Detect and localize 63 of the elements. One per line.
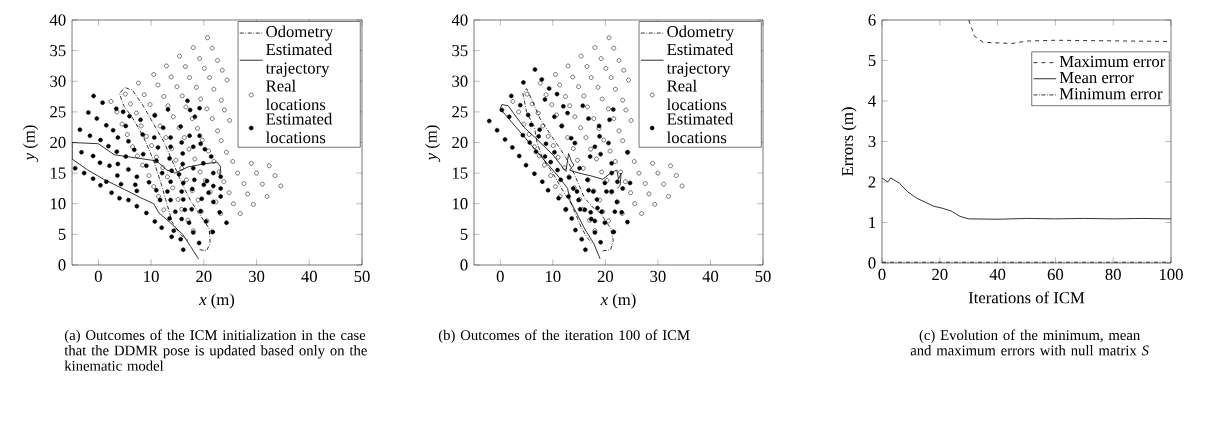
x-tick-label: 40 bbox=[702, 270, 719, 283]
x-tick-label: 40 bbox=[301, 270, 317, 283]
y-tick-label: 5 bbox=[58, 228, 66, 240]
y-tick-label: 30 bbox=[50, 75, 66, 87]
text: (c) Evolution of the minimum, mean and maximum errors with null matrix S bbox=[910, 329, 1149, 356]
y-axis-title: y (m) bbox=[22, 125, 39, 162]
y-tick-label: 40 bbox=[49, 14, 66, 26]
y-tick-label: 30 bbox=[452, 75, 468, 87]
legend-label: Real locations bbox=[666, 79, 727, 111]
x-tick-label: 20 bbox=[196, 270, 212, 283]
x-tick-label: 0 bbox=[496, 270, 504, 283]
x-axis-title: x (m) bbox=[600, 293, 636, 309]
y-tick-label: 15 bbox=[452, 167, 468, 179]
text: (b) Outcomes of the iteration 100 of ICM bbox=[438, 329, 690, 344]
legend-label: Estimated trajectory bbox=[265, 43, 333, 78]
y-tick-label: 10 bbox=[452, 198, 468, 210]
legend-label: Maximum error bbox=[1059, 55, 1166, 68]
x-tick-label: 10 bbox=[144, 270, 159, 283]
x-tick-label: 80 bbox=[1105, 268, 1121, 281]
legend-label: Real locations bbox=[265, 79, 326, 111]
y-tick-label: 2 bbox=[868, 176, 876, 188]
y-axis-title: Errors (m) bbox=[841, 107, 857, 176]
y-tick-label: 20 bbox=[452, 136, 468, 149]
x-axis-title: Iterations of ICM bbox=[968, 291, 1085, 304]
legend-label: Estimated trajectory bbox=[666, 43, 734, 78]
y-tick-label: 1 bbox=[869, 216, 876, 228]
x-tick-label: 60 bbox=[1047, 268, 1064, 281]
y-tick-label: 0 bbox=[460, 259, 468, 271]
legend-label: Minimum error bbox=[1059, 88, 1163, 100]
y-tick-label: 35 bbox=[50, 45, 66, 57]
x-tick-label: 0 bbox=[94, 270, 102, 283]
y-tick-label: 5 bbox=[460, 228, 468, 240]
y-tick-label: 35 bbox=[452, 45, 468, 57]
y-tick-label: 10 bbox=[50, 198, 66, 210]
legend-label: Odometry bbox=[266, 25, 334, 41]
y-tick-label: 3 bbox=[868, 135, 876, 148]
x-tick-label: 10 bbox=[545, 270, 561, 283]
y-axis-title: y (m) bbox=[424, 125, 441, 162]
y-tick-label: 6 bbox=[868, 14, 876, 26]
x-tick-label: 50 bbox=[755, 270, 771, 283]
legend-label: Mean error bbox=[1059, 72, 1134, 84]
x-tick-label: 0 bbox=[878, 268, 886, 281]
legend-label: Estimated locations bbox=[265, 112, 333, 144]
x-tick-label: 100 bbox=[1159, 268, 1183, 281]
y-tick-label: 4 bbox=[868, 95, 876, 107]
y-tick-label: 5 bbox=[868, 54, 876, 67]
x-tick-label: 50 bbox=[354, 270, 370, 283]
x-tick-label: 40 bbox=[989, 268, 1006, 281]
y-tick-label: 25 bbox=[50, 106, 66, 118]
legend-label: Estimated locations bbox=[666, 112, 734, 144]
y-tick-label: 40 bbox=[451, 14, 468, 26]
y-tick-label: 0 bbox=[58, 259, 66, 271]
y-tick-label: 0 bbox=[868, 257, 876, 269]
x-tick-label: 20 bbox=[932, 268, 948, 281]
text: (a) Outcomes of the ICM initialization in the case that the DDMR pose is updated based only on the kinematic model bbox=[64, 329, 367, 371]
y-tick-label: 25 bbox=[452, 106, 468, 118]
x-axis-title: x (m) bbox=[198, 293, 235, 309]
legend-label: Odometry bbox=[667, 25, 735, 41]
y-tick-label: 15 bbox=[50, 167, 66, 179]
x-tick-label: 30 bbox=[249, 270, 265, 283]
y-tick-label: 20 bbox=[50, 136, 66, 149]
x-tick-label: 30 bbox=[650, 270, 666, 283]
x-tick-label: 20 bbox=[597, 270, 614, 283]
